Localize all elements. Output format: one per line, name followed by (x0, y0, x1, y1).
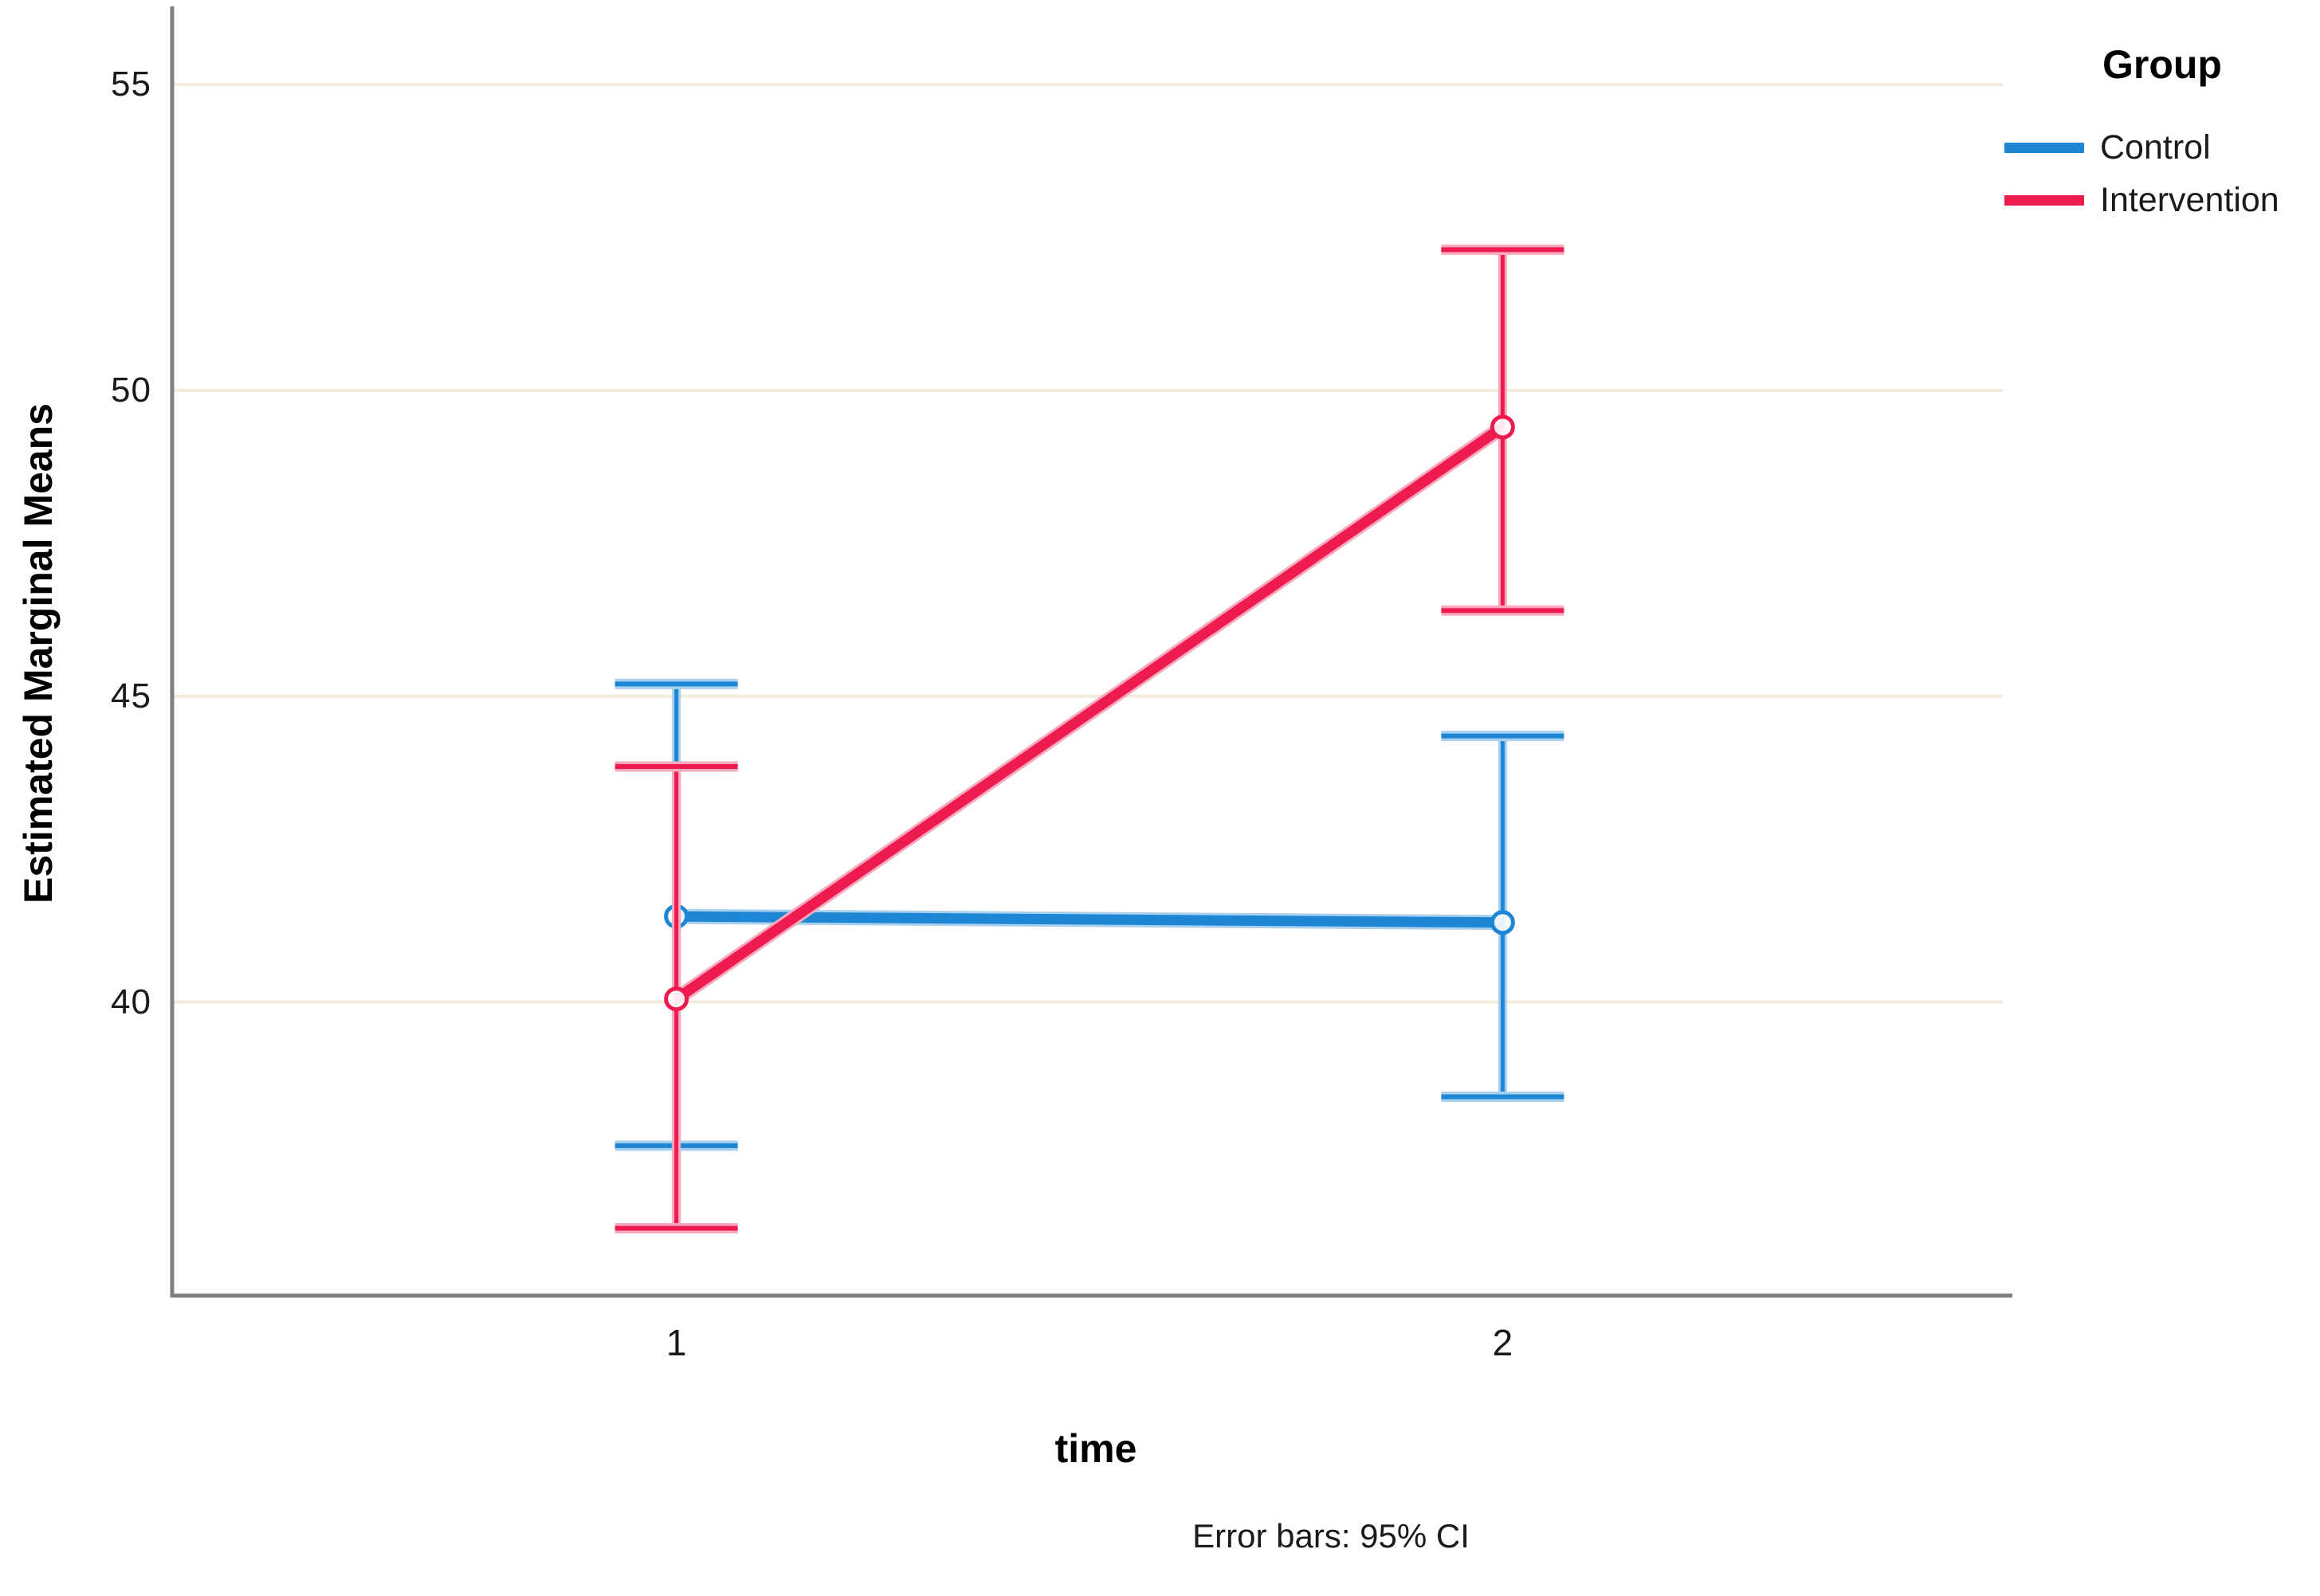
x-tick-label-2: 2 (1492, 1322, 1513, 1363)
x-tick-label-1: 1 (665, 1322, 687, 1363)
series-line (676, 911, 1503, 928)
data-point-marker (1490, 910, 1515, 935)
legend-swatch-intervention (2004, 194, 2084, 206)
legend: Group Control Intervention (2004, 41, 2320, 233)
data-point-marker (1490, 414, 1515, 440)
y-tick-label-50: 50 (111, 370, 151, 410)
chart-footnote: Error bars: 95% CI (1192, 1517, 1470, 1555)
legend-item-control: Control (2004, 127, 2320, 167)
series-control (614, 678, 1564, 1151)
y-tick-label-55: 55 (111, 65, 151, 104)
legend-item-label: Control (2100, 127, 2211, 167)
legend-item-label: Intervention (2100, 180, 2279, 219)
x-axis-title: time (1054, 1426, 1137, 1471)
series-intervention (614, 244, 1564, 1234)
y-tick-label-40: 40 (111, 982, 151, 1022)
legend-item-intervention: Intervention (2004, 180, 2320, 220)
data-point-marker (664, 986, 689, 1012)
series-line (673, 422, 1506, 1004)
legend-swatch-control (2004, 142, 2084, 153)
y-tick-label-45: 45 (111, 676, 151, 716)
gridlines (174, 83, 2003, 1004)
y-axis-title: Estimated Marginal Means (16, 403, 61, 904)
legend-title: Group (2102, 42, 2222, 87)
